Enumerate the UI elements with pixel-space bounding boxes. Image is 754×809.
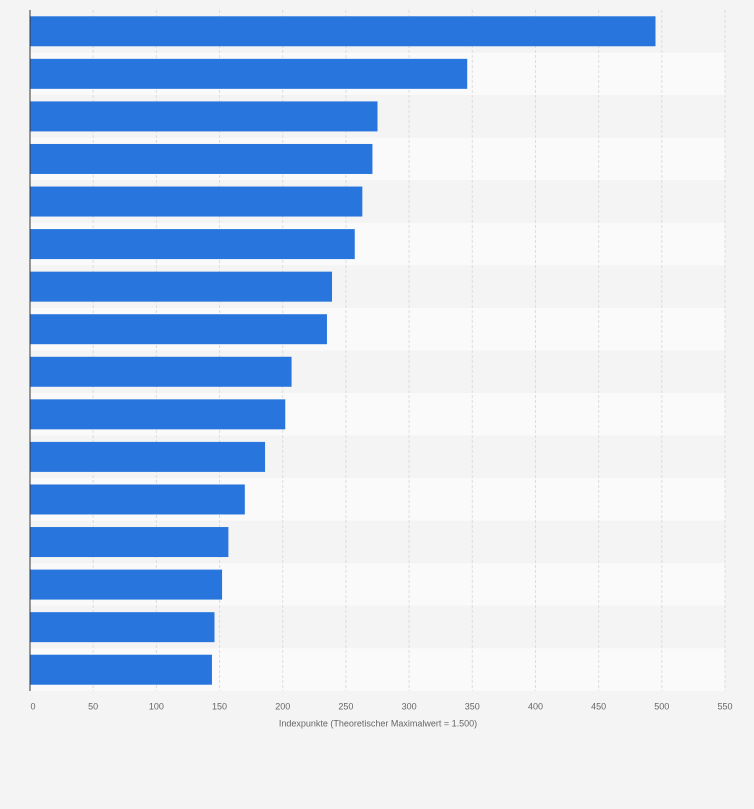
x-tick-label: 250	[338, 701, 353, 711]
bar	[30, 314, 327, 345]
x-tick-label: 500	[654, 701, 669, 711]
bar	[30, 527, 229, 558]
x-tick-label: 350	[465, 701, 480, 711]
x-tick-label: 200	[275, 701, 290, 711]
x-tick-label: 50	[88, 701, 98, 711]
x-tick-label: 300	[402, 701, 417, 711]
bar	[30, 654, 212, 685]
x-tick-label: 450	[591, 701, 606, 711]
x-tick-label: 150	[212, 701, 227, 711]
bar	[30, 356, 292, 387]
bar	[30, 484, 245, 515]
bar	[30, 569, 223, 600]
bar	[30, 16, 656, 47]
bar	[30, 441, 266, 472]
bar	[30, 229, 355, 260]
bar	[30, 143, 373, 174]
bar	[30, 186, 363, 217]
bar	[30, 58, 468, 89]
bar	[30, 612, 215, 643]
bar	[30, 399, 286, 430]
x-tick-label: 550	[717, 701, 732, 711]
x-axis-label: Indexpunkte (Theoretischer Maximalwert =…	[279, 718, 477, 728]
x-tick-label: 400	[528, 701, 543, 711]
x-tick-label: 0	[30, 701, 35, 711]
x-tick-label: 100	[149, 701, 164, 711]
bar	[30, 101, 378, 132]
bar	[30, 271, 333, 302]
